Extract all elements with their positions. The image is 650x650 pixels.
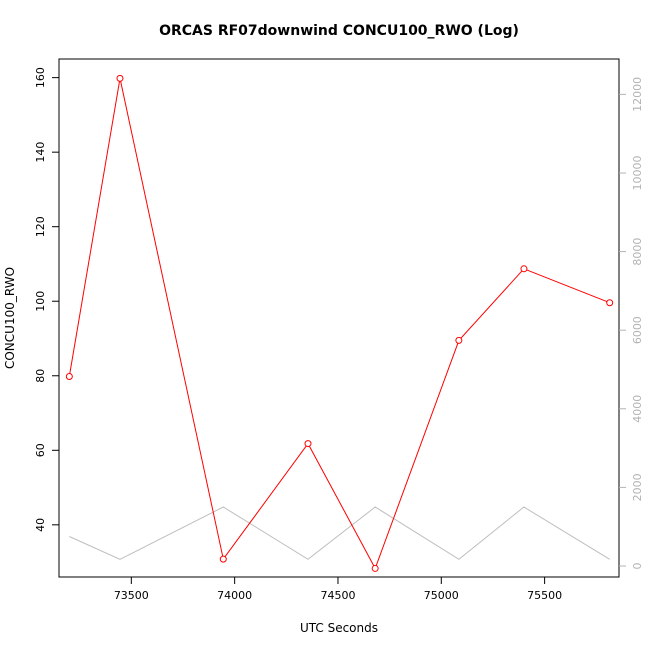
data-point xyxy=(371,564,379,572)
y2-tick-label: 6000 xyxy=(631,316,644,344)
y-axis-left: 40 60 80 100 120 140 160 xyxy=(34,67,59,532)
y2-tick-label: 2000 xyxy=(631,473,644,501)
y-tick-label: 160 xyxy=(34,67,47,88)
y-tick-label: 140 xyxy=(34,142,47,163)
x-tick-label: 75500 xyxy=(527,589,562,602)
x-tick-label: 75000 xyxy=(424,589,459,602)
x-axis-label: UTC Seconds xyxy=(300,621,378,635)
y-axis-label: CONCU100_RWO xyxy=(3,267,17,369)
data-point xyxy=(304,440,312,448)
data-point xyxy=(65,373,73,381)
x-axis: 73500 74000 74500 75000 75500 xyxy=(114,577,562,602)
y-tick-label: 60 xyxy=(34,443,47,457)
y-tick-label: 120 xyxy=(34,216,47,237)
data-point xyxy=(455,336,463,344)
chart-title: ORCAS RF07downwind CONCU100_RWO (Log) xyxy=(159,23,519,39)
data-point xyxy=(219,555,227,563)
series-line-left xyxy=(68,78,610,570)
data-point xyxy=(606,299,614,307)
x-tick-label: 74000 xyxy=(217,589,252,602)
y-tick-label: 80 xyxy=(34,369,47,383)
y2-tick-label: 0 xyxy=(631,562,644,569)
y-axis-right: 0 2000 4000 6000 8000 10000 12000 xyxy=(619,77,644,569)
y2-tick-label: 10000 xyxy=(631,155,644,190)
plot-area-frame xyxy=(58,58,620,578)
y2-tick-label: 4000 xyxy=(631,395,644,423)
series-line-right xyxy=(69,506,610,560)
y2-tick-label: 12000 xyxy=(631,77,644,112)
series-layer xyxy=(65,74,614,572)
data-point xyxy=(116,74,124,82)
y2-tick-label: 8000 xyxy=(631,238,644,266)
data-point xyxy=(520,265,528,273)
x-tick-label: 73500 xyxy=(114,589,149,602)
y-tick-label: 100 xyxy=(34,291,47,312)
x-tick-label: 74500 xyxy=(320,589,355,602)
y-tick-label: 40 xyxy=(34,518,47,532)
